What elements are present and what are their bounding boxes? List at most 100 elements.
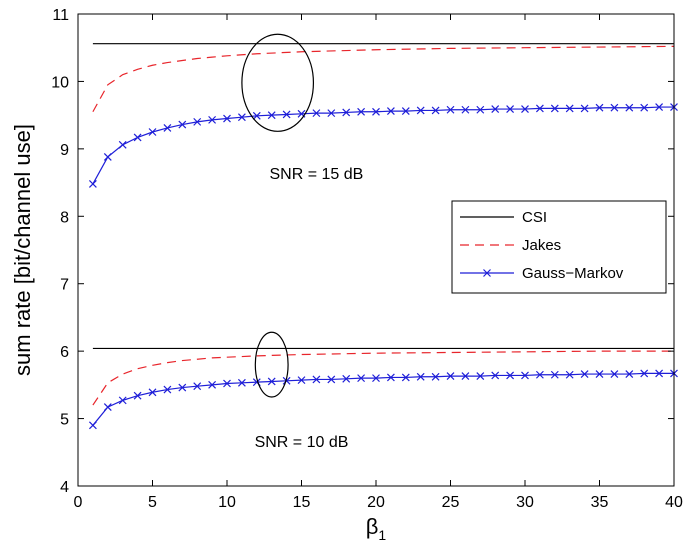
legend-label-2: Jakes xyxy=(522,237,561,254)
y-tick-label: 7 xyxy=(60,277,69,294)
x-tick-label: 30 xyxy=(516,494,534,511)
x-tick-label: 15 xyxy=(293,494,311,511)
x-axis-ticks: 0 5 10 15 20 25 30 35 40 xyxy=(74,14,683,511)
y-tick-label: 11 xyxy=(52,7,69,24)
y-tick-label: 10 xyxy=(51,74,69,91)
data-point-x-marker xyxy=(491,105,500,113)
y-tick-label: 5 xyxy=(60,412,69,429)
data-point-x-marker xyxy=(282,376,291,385)
data-point-x-marker xyxy=(416,106,425,115)
data-point-x-marker xyxy=(223,379,231,388)
data-point-x-marker xyxy=(178,383,187,392)
data-point-x-marker xyxy=(88,179,97,188)
data-point-x-marker xyxy=(133,391,142,400)
data-point-x-marker xyxy=(163,124,172,132)
data-point-x-marker xyxy=(208,115,217,124)
data-point-x-marker xyxy=(416,372,425,381)
plot-content: SNR = 15 dB SNR = 10 dB xyxy=(88,33,678,451)
x-axis-label: β1 xyxy=(366,514,387,543)
data-point-x-marker xyxy=(237,378,246,387)
data-point-x-marker xyxy=(372,107,380,116)
data-point-x-marker xyxy=(401,373,410,382)
data-point-x-marker xyxy=(431,106,440,115)
data-point-x-marker xyxy=(476,105,485,114)
data-point-x-marker xyxy=(237,113,246,122)
y-tick-label: 8 xyxy=(60,209,69,226)
x-tick-label: 5 xyxy=(148,494,157,511)
data-point-x-marker xyxy=(535,370,544,379)
data-point-x-marker xyxy=(610,103,619,112)
data-point-x-marker xyxy=(88,421,97,430)
data-point-x-marker xyxy=(640,103,649,112)
data-point-x-marker xyxy=(178,120,187,129)
data-point-x-marker xyxy=(446,105,455,114)
y-tick-label: 9 xyxy=(60,142,69,159)
data-point-x-marker xyxy=(655,369,664,378)
y-tick-label: 6 xyxy=(60,344,69,361)
data-point-x-marker xyxy=(431,372,440,381)
data-point-x-marker xyxy=(148,388,157,397)
highlight-ellipse-2 xyxy=(254,331,289,398)
x-tick-label: 35 xyxy=(591,494,609,511)
data-point-x-marker xyxy=(193,382,202,391)
data-point-x-marker xyxy=(521,105,529,113)
data-point-x-marker xyxy=(506,371,515,380)
data-point-x-marker xyxy=(386,107,395,116)
y-axis-label: sum rate [bit/channel use] xyxy=(10,124,35,376)
data-point-x-marker xyxy=(446,372,455,381)
data-point-x-marker xyxy=(595,103,604,112)
data-point-x-marker xyxy=(148,128,157,136)
data-point-x-marker xyxy=(357,107,366,116)
data-point-x-marker xyxy=(312,375,321,384)
data-point-x-marker xyxy=(133,133,142,142)
series-line-jakes-1 xyxy=(92,45,675,113)
x-tick-label: 40 xyxy=(665,494,683,511)
data-point-x-marker xyxy=(535,104,544,113)
series-line-gauss-markov-5 xyxy=(92,372,674,426)
highlight-ellipse-1 xyxy=(241,33,315,132)
y-tick-label: 4 xyxy=(60,479,69,496)
data-point-x-marker xyxy=(461,105,470,114)
legend-box xyxy=(451,200,667,294)
annotation-snr-2: SNR = 10 dB xyxy=(255,434,349,451)
x-tick-label: 10 xyxy=(218,494,236,511)
data-point-x-marker xyxy=(193,117,202,126)
data-point-x-marker xyxy=(267,111,276,120)
data-point-x-marker xyxy=(327,375,336,384)
data-point-x-marker xyxy=(103,153,112,161)
x-tick-label: 20 xyxy=(367,494,385,511)
annotation-snr-1: SNR = 15 dB xyxy=(269,166,363,183)
x-axis-label-main: β xyxy=(366,514,379,539)
data-point-x-marker xyxy=(580,370,589,378)
data-point-x-marker xyxy=(297,376,306,385)
data-point-x-marker xyxy=(550,104,559,113)
data-point-x-marker xyxy=(565,104,574,113)
data-point-x-marker xyxy=(461,372,470,381)
y-axis-ticks: 4 5 6 7 8 9 10 11 xyxy=(51,7,674,496)
data-point-x-marker xyxy=(580,104,589,113)
legend: CSI Jakes Gauss−Markov xyxy=(451,200,667,294)
data-point-x-marker xyxy=(282,110,291,119)
data-point-x-marker xyxy=(550,370,559,379)
data-point-x-marker xyxy=(521,371,529,380)
data-point-x-marker xyxy=(252,111,261,120)
data-point-x-marker xyxy=(610,370,619,378)
legend-marker-x xyxy=(483,269,491,277)
data-point-x-marker xyxy=(655,103,664,111)
data-point-x-marker xyxy=(372,374,380,383)
data-point-x-marker xyxy=(342,108,351,117)
data-point-x-marker xyxy=(565,370,574,379)
data-point-x-marker xyxy=(208,380,217,389)
data-point-x-marker xyxy=(357,374,366,383)
data-point-x-marker xyxy=(118,140,127,149)
data-point-x-marker xyxy=(625,103,634,112)
data-point-x-marker xyxy=(312,109,321,118)
data-point-x-marker xyxy=(327,109,336,118)
data-point-x-marker xyxy=(386,373,395,382)
data-point-x-marker xyxy=(640,369,649,378)
data-point-x-marker xyxy=(267,377,276,386)
series-line-jakes-4 xyxy=(92,350,674,406)
series-line-gauss-markov-2 xyxy=(92,106,674,185)
data-point-x-marker xyxy=(163,385,172,394)
